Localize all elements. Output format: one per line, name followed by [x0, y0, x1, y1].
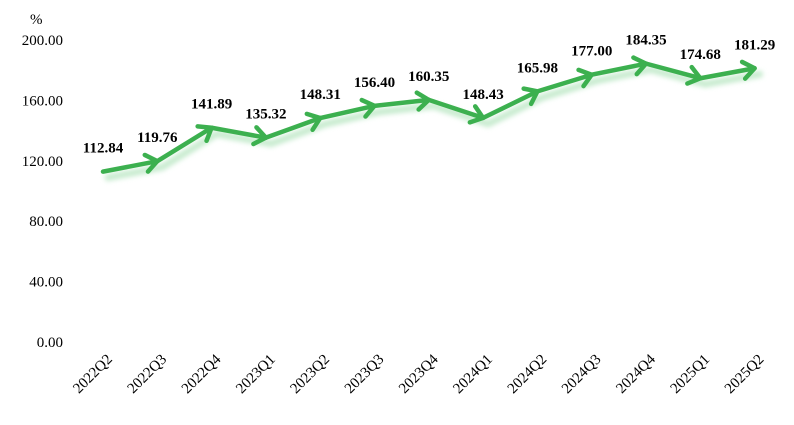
- data-label: 141.89: [191, 97, 232, 113]
- x-tick-label: 2025Q2: [722, 352, 767, 397]
- data-label: 184.35: [625, 33, 666, 49]
- x-tick-label: 2022Q2: [70, 352, 115, 397]
- line-segment: [643, 61, 703, 81]
- arrowhead: [739, 59, 757, 81]
- x-tick-label: 2023Q4: [396, 351, 442, 397]
- data-label: 119.76: [137, 130, 178, 146]
- x-tick-label: 2023Q1: [233, 352, 278, 397]
- x-axis-ticks: 2022Q2 2022Q3 2022Q4 2023Q1 2023Q2 2023Q3 2023…: [70, 351, 767, 397]
- data-label: 148.31: [300, 87, 341, 103]
- x-tick-label: 2024Q1: [450, 352, 495, 397]
- line-segment: [372, 97, 432, 109]
- line-segment: [155, 125, 214, 164]
- x-tick-label: 2024Q4: [613, 351, 659, 397]
- line-segment: [698, 66, 757, 81]
- x-tick-label: 2024Q2: [505, 352, 550, 397]
- y-tick-label: 120.00: [22, 154, 63, 170]
- x-tick-label: 2023Q3: [342, 352, 387, 397]
- line-segment: [480, 89, 540, 121]
- series-shadow: [104, 66, 764, 182]
- data-label: 156.40: [354, 75, 395, 91]
- line-segment: [100, 158, 160, 174]
- line-segment: [209, 125, 269, 140]
- line-segment: [263, 115, 323, 140]
- x-tick-label: 2025Q1: [668, 352, 713, 397]
- x-tick-label: 2024Q3: [559, 352, 604, 397]
- line-segment: [426, 97, 486, 121]
- data-label: 135.32: [245, 107, 286, 123]
- data-labels: 112.84 119.76 141.89 135.32 148.31 156.40 160.…: [83, 33, 775, 157]
- y-tick-label: 160.00: [22, 93, 63, 109]
- data-label: 160.35: [408, 69, 449, 85]
- data-label: 177.00: [571, 44, 612, 60]
- y-tick-label: 200.00: [22, 33, 63, 49]
- y-axis-ticks: 0.00 40.00 80.00 120.00 160.00 200.00: [22, 33, 63, 351]
- x-tick-label: 2023Q2: [288, 352, 333, 397]
- data-label: 112.84: [83, 141, 124, 157]
- y-tick-label: 0.00: [37, 335, 63, 351]
- data-label: 165.98: [517, 60, 558, 76]
- data-label: 174.68: [680, 47, 721, 63]
- series-shadow-line: [104, 66, 764, 182]
- y-unit-label: %: [30, 12, 43, 28]
- line-segment: [589, 61, 649, 77]
- data-label: 148.43: [462, 87, 503, 103]
- x-tick-label: 2022Q4: [179, 351, 225, 397]
- x-tick-label: 2022Q3: [125, 352, 170, 397]
- y-tick-label: 40.00: [29, 275, 63, 291]
- y-tick-label: 80.00: [29, 214, 63, 230]
- series-line: [100, 55, 757, 174]
- line-segment: [535, 72, 594, 94]
- line-segment: [317, 103, 377, 121]
- data-label: 181.29: [734, 37, 775, 53]
